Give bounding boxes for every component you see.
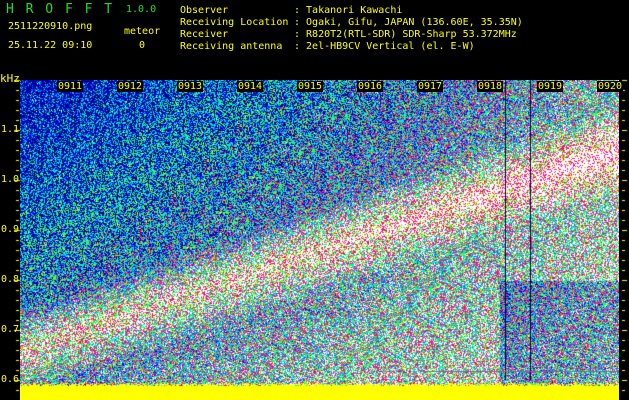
y-tick-label: 0.7 <box>1 324 20 335</box>
info-label-receiver: Receiver <box>180 29 229 40</box>
y-tick-label: 1.1 <box>1 124 20 135</box>
time-label: 0914 <box>237 81 264 92</box>
info-value-receiver: : R820T2(RTL-SDR) SDR-Sharp 53.372MHz <box>294 29 517 40</box>
app-version: 1.0.0 <box>126 4 157 15</box>
app-logo: H R O F F T <box>6 2 115 17</box>
y-axis-unit: kHz <box>0 72 20 85</box>
info-value-observer: : Takanori Kawachi <box>294 5 403 16</box>
time-label: 0916 <box>357 81 384 92</box>
time-label: 0917 <box>417 81 444 92</box>
y-tick-label: 1.0 <box>1 174 20 185</box>
spectrogram-canvas <box>20 80 619 400</box>
time-label: 0915 <box>297 81 324 92</box>
time-label: 0913 <box>177 81 204 92</box>
time-label: 0918 <box>477 81 504 92</box>
info-value-antenna: : 2el-HB9CV Vertical (el. E-W) <box>294 41 475 52</box>
y-tick-label: 0.9 <box>1 224 20 235</box>
info-value-location: : Ogaki, Gifu, JAPAN (136.60E, 35.35N) <box>294 17 523 28</box>
y-tick-label: 0.8 <box>1 274 20 285</box>
datetime: 25.11.22 09:10 <box>8 40 93 51</box>
file-name: 2511220910.png <box>8 21 93 32</box>
info-label-antenna: Receiving antenna <box>180 41 283 52</box>
meteor-label: meteor <box>124 26 161 37</box>
y-tick-label: 0.6 <box>1 374 20 385</box>
time-label: 0912 <box>117 81 144 92</box>
time-label: 0920 <box>597 81 624 92</box>
time-label: 0911 <box>57 81 84 92</box>
info-label-observer: Observer <box>180 5 229 16</box>
info-label-location: Receiving Location <box>180 17 289 28</box>
meteor-count: 0 <box>139 40 146 51</box>
time-label: 0919 <box>537 81 564 92</box>
